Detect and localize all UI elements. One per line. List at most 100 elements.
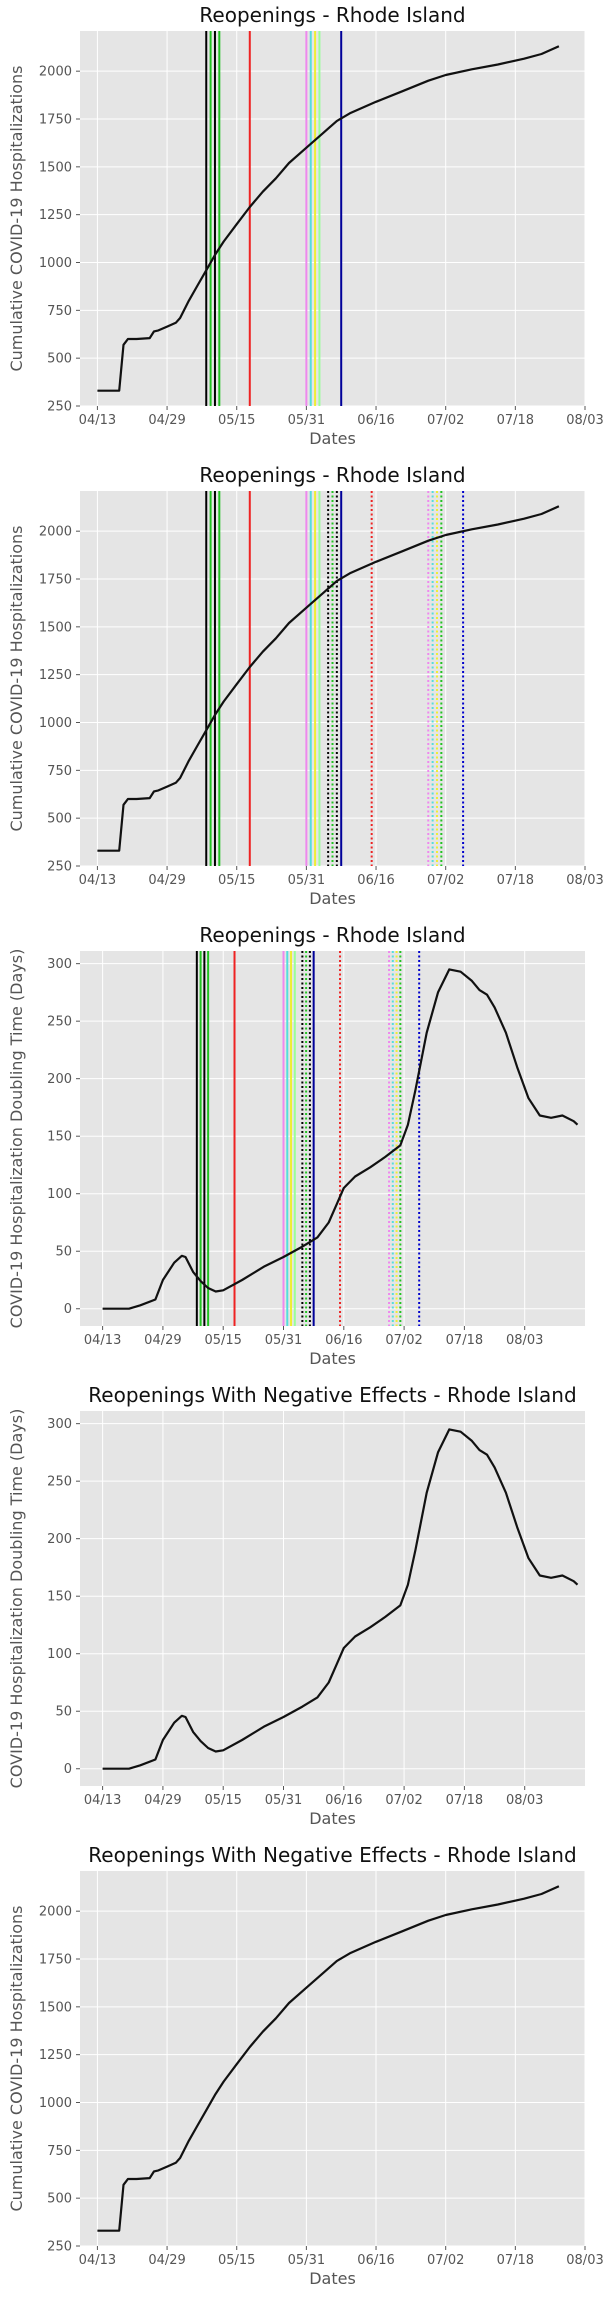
series-line [102,1428,579,1770]
y-axis-label: Cumulative COVID-19 Hospitalizations [7,1905,26,2211]
y-tick-label: 1750 [39,573,72,588]
x-tick-label: 04/13 [84,1333,121,1348]
x-axis-label: Dates [309,889,356,908]
x-tick-label: 05/15 [218,413,255,428]
x-tick-label: 07/02 [385,1793,422,1808]
x-tick-label: 08/03 [566,413,603,428]
y-tick-label: 1750 [39,113,72,128]
series-line [97,45,560,392]
x-tick-label: 05/15 [204,1333,241,1348]
plot-marks [97,31,560,406]
y-tick-label: 1500 [39,620,72,635]
chart-panel-3: 0 50 100 150 200 250 300 04/13 04/29 05/15 05/31 06… [7,923,585,1368]
y-tick-label: 750 [47,764,72,779]
x-tick-label: 07/02 [385,1333,422,1348]
x-tick-label: 06/16 [357,873,394,888]
y-tick-label: 0 [64,1302,72,1317]
chart-panel-2: 250 500 750 1000 1250 1500 1750 2000 04/13 04/29 0… [7,463,604,908]
y-tick-label: 1000 [39,716,72,731]
x-tick-label: 08/03 [566,873,603,888]
plot-area [80,1871,585,2246]
y-tick-label: 750 [47,304,72,319]
y-tick-label: 50 [55,1705,72,1720]
series-line [97,505,560,852]
x-axis-label: Dates [309,2269,356,2288]
x-tick-label: 04/29 [148,2253,185,2268]
x-tick-label: 05/15 [204,1793,241,1808]
chart-panel-5: 250 500 750 1000 1250 1500 1750 2000 04/13 04/29 0… [7,1843,604,2288]
y-tick-label: 1750 [39,1953,72,1968]
y-tick-label: 50 [55,1245,72,1260]
plot-area [80,951,585,1326]
y-tick-label: 250 [47,2240,72,2255]
x-tick-label: 05/31 [288,413,325,428]
chart-title: Reopenings - Rhode Island [199,923,465,947]
x-tick-label: 07/18 [497,873,534,888]
x-axis-label: Dates [309,429,356,448]
y-tick-label: 1250 [39,668,72,683]
x-tick-label: 06/16 [325,1793,362,1808]
chart-panel-4: 0 50 100 150 200 250 300 04/13 04/29 05/15 05/31 06… [7,1383,585,1828]
y-tick-label: 150 [47,1130,72,1145]
y-tick-label: 2000 [39,525,72,540]
x-tick-label: 06/16 [357,413,394,428]
plot-area [80,491,585,866]
plot-marks [102,1428,579,1770]
series-line [102,968,579,1310]
x-tick-label: 05/31 [265,1793,302,1808]
y-axis-label: COVID-19 Hospitalization Doubling Time (… [7,949,26,1329]
x-tick-label: 04/13 [79,413,116,428]
x-tick-label: 07/18 [497,2253,534,2268]
y-tick-label: 300 [47,957,72,972]
y-tick-label: 2000 [39,65,72,80]
y-axis-label: Cumulative COVID-19 Hospitalizations [7,65,26,371]
x-tick-label: 07/02 [427,413,464,428]
y-tick-label: 1250 [39,208,72,223]
y-tick-label: 2000 [39,1905,72,1920]
x-tick-label: 06/16 [325,1333,362,1348]
x-tick-label: 04/13 [84,1793,121,1808]
x-tick-label: 08/03 [506,1333,543,1348]
x-tick-label: 08/03 [566,2253,603,2268]
x-axis-label: Dates [309,1809,356,1828]
x-tick-label: 07/18 [446,1333,483,1348]
y-tick-label: 100 [47,1187,72,1202]
y-tick-label: 250 [47,860,72,875]
y-tick-label: 250 [47,1475,72,1490]
y-tick-label: 200 [47,1072,72,1087]
chart-title: Reopenings - Rhode Island [199,463,465,487]
y-tick-label: 250 [47,400,72,415]
y-tick-label: 200 [47,1532,72,1547]
y-axis-label: COVID-19 Hospitalization Doubling Time (… [7,1409,26,1789]
y-axis-label: Cumulative COVID-19 Hospitalizations [7,525,26,831]
x-tick-label: 05/31 [288,2253,325,2268]
y-tick-label: 1500 [39,160,72,175]
x-tick-label: 06/16 [357,2253,394,2268]
x-tick-label: 05/31 [265,1333,302,1348]
chart-title: Reopenings With Negative Effects - Rhode… [88,1843,576,1867]
y-tick-label: 750 [47,2144,72,2159]
x-tick-label: 07/02 [427,873,464,888]
x-tick-label: 04/13 [79,873,116,888]
y-tick-label: 150 [47,1590,72,1605]
plot-marks [97,1885,560,2232]
y-tick-label: 0 [64,1762,72,1777]
chart-panel-1: 250 500 750 1000 1250 1500 1750 2000 04/13 04/29 0… [7,3,604,448]
x-tick-label: 07/18 [446,1793,483,1808]
x-tick-label: 05/15 [218,2253,255,2268]
plot-area [80,1411,585,1786]
x-tick-label: 04/29 [148,413,185,428]
y-tick-label: 500 [47,812,72,827]
chart-title: Reopenings With Negative Effects - Rhode… [88,1383,576,1407]
y-tick-label: 1000 [39,256,72,271]
y-tick-label: 500 [47,2192,72,2207]
x-tick-label: 05/15 [218,873,255,888]
x-tick-label: 04/29 [144,1333,181,1348]
plot-marks [97,491,560,866]
x-axis-label: Dates [309,1349,356,1368]
y-tick-label: 250 [47,1015,72,1030]
y-tick-label: 1250 [39,2048,72,2063]
x-tick-label: 08/03 [506,1793,543,1808]
